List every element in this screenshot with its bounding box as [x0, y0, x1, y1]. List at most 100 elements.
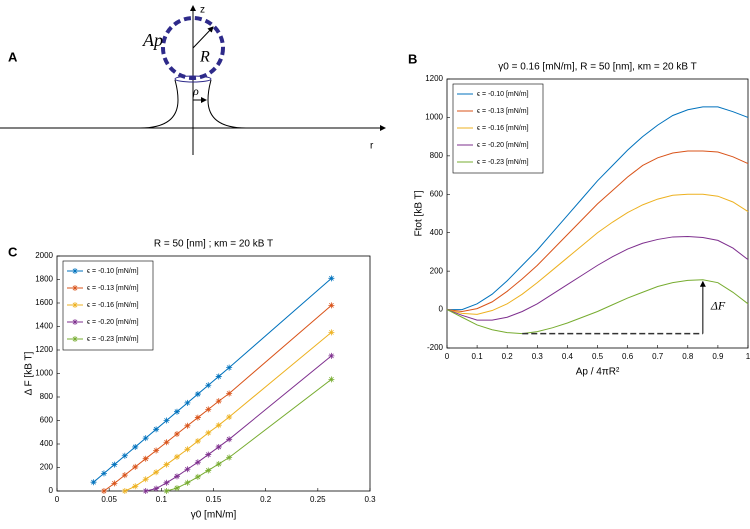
point-marker [142, 488, 149, 494]
point-marker [100, 488, 107, 494]
radius-arrow [192, 26, 214, 49]
point-marker [328, 376, 335, 383]
point-marker [111, 461, 118, 468]
x-tick-label: 0.05 [101, 495, 117, 504]
y-tick-label: 800 [40, 392, 54, 401]
series-line [446, 193, 749, 315]
y-tick-label: 1800 [35, 275, 53, 284]
point-marker [163, 417, 170, 424]
series-line [446, 236, 749, 321]
point-marker [173, 408, 180, 415]
chart: C R = 50 [nm] ; κm = 20 kB T γ0 [mN/m] Δ F … [8, 239, 376, 521]
point-marker [194, 438, 201, 445]
point-marker [226, 413, 233, 420]
x-tick-label: 0.25 [310, 495, 326, 504]
point-marker [184, 479, 191, 486]
y-tick-label: 1600 [35, 298, 53, 307]
series-line [446, 150, 749, 312]
point-marker [205, 406, 212, 413]
series-line [166, 378, 332, 492]
series-line [447, 106, 749, 311]
point-marker [173, 453, 180, 460]
y-tick-label: 400 [40, 439, 54, 448]
series-line [145, 355, 332, 492]
legend-label: ϵ = -0.20 [mN/m] [87, 319, 139, 326]
point-marker [121, 452, 128, 459]
x-tick-label: 0.5 [592, 352, 604, 361]
point-marker [205, 382, 212, 389]
y-tick-label: 0 [439, 305, 444, 314]
r-label: r [370, 141, 374, 152]
legend-label: ϵ = -0.20 [mN/m] [477, 142, 529, 149]
point-marker [173, 473, 180, 480]
point-marker [215, 398, 222, 405]
point-marker [328, 329, 335, 336]
legend-label: ϵ = -0.16 [mN/m] [87, 302, 139, 309]
chart-title: R = 50 [nm] ; κm = 20 kB T [154, 239, 273, 250]
point-marker [226, 364, 233, 371]
x-tick-label: 0.2 [502, 352, 514, 361]
point-marker [153, 447, 160, 454]
area-label: Ap [142, 30, 163, 50]
y-tick-label: 400 [430, 228, 444, 237]
point-marker [205, 429, 212, 436]
series-line [446, 279, 749, 335]
point-marker [184, 466, 191, 473]
panel-label: B [408, 51, 417, 66]
point-marker [163, 479, 170, 486]
legend-box [452, 83, 544, 174]
y-tick-label: 600 [430, 189, 444, 198]
legend-label: ϵ = -0.13 [mN/m] [477, 108, 529, 115]
point-marker [215, 422, 222, 429]
point-marker [184, 422, 191, 429]
point-marker [205, 451, 212, 458]
legend-marker [72, 268, 78, 274]
point-marker [184, 446, 191, 453]
point-marker [163, 461, 170, 468]
point-marker [194, 459, 201, 466]
legend-label: ϵ = -0.16 [mN/m] [477, 125, 529, 132]
chart-title: γ0 = 0.16 [mN/m], R = 50 [nm], κm = 20 k… [498, 62, 697, 73]
legend-marker [72, 302, 78, 308]
point-marker [153, 485, 160, 492]
point-marker [194, 391, 201, 398]
particle [161, 16, 225, 80]
x-axis-label: γ0 [mN/m] [191, 510, 237, 521]
y-tick-label: 1000 [425, 113, 443, 122]
legend-marker [72, 336, 78, 342]
point-marker [194, 414, 201, 421]
point-marker [163, 488, 170, 494]
legend-label: ϵ = -0.10 [mN/m] [477, 91, 529, 98]
y-tick-label: 1000 [35, 369, 53, 378]
point-marker [226, 390, 233, 397]
legend-marker [72, 285, 78, 291]
membrane-left [0, 79, 179, 129]
point-marker [194, 473, 201, 480]
chart: Bγ0 = 0.16 [mN/m], R = 50 [nm], κm = 20 … [408, 51, 750, 377]
y-axis-label: Ftot [kB T] [414, 190, 425, 236]
point-marker [226, 436, 233, 443]
legend-marker [72, 319, 78, 325]
y-tick-label: 1200 [35, 345, 53, 354]
point-marker [173, 485, 180, 492]
x-tick-label: 1 [746, 352, 750, 361]
panel-label: A [8, 49, 18, 64]
x-tick-label: 0.3 [364, 495, 376, 504]
point-marker [328, 352, 335, 359]
x-tick-label: 0.6 [622, 352, 634, 361]
point-marker [328, 275, 335, 282]
x-tick-label: 0.15 [206, 495, 222, 504]
y-tick-label: 0 [49, 486, 54, 495]
y-tick-label: 2000 [35, 251, 53, 260]
point-marker [132, 443, 139, 450]
x-tick-label: 0.4 [562, 352, 574, 361]
point-marker [121, 488, 128, 494]
point-marker [215, 373, 222, 380]
x-tick-label: 0.3 [532, 352, 544, 361]
x-tick-label: 0.1 [156, 495, 168, 504]
legend-label: ϵ = -0.10 [mN/m] [87, 268, 139, 275]
point-marker [100, 470, 107, 477]
point-marker [121, 472, 128, 479]
point-marker [205, 467, 212, 474]
